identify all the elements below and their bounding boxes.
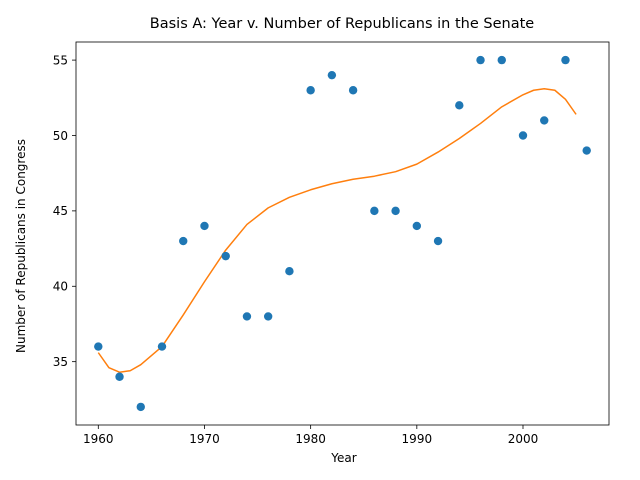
chart-title: Basis A: Year v. Number of Republicans i… xyxy=(150,16,534,32)
x-axis-label: Year xyxy=(330,451,356,465)
y-tick-label: 40 xyxy=(53,280,68,294)
data-point xyxy=(412,221,422,231)
data-point xyxy=(285,266,294,276)
data-point xyxy=(263,312,273,321)
data-point xyxy=(582,146,591,155)
y-axis-label: Number of Republicans in Congress xyxy=(14,139,28,353)
axes: 1960 1970 1980 1990 2000 35 40 45 50 55 xyxy=(53,41,610,446)
data-point xyxy=(391,206,400,216)
y-tick-label: 55 xyxy=(53,53,68,67)
data-point xyxy=(370,206,379,216)
x-tick-label: 2000 xyxy=(508,432,539,446)
data-point xyxy=(497,55,506,65)
y-tick-label: 50 xyxy=(53,129,68,143)
data-point xyxy=(455,101,464,110)
data-point xyxy=(157,342,167,351)
data-point xyxy=(221,251,230,261)
x-tick-label: 1990 xyxy=(402,432,433,446)
data-point xyxy=(348,86,358,95)
data-point xyxy=(136,402,145,412)
data-point xyxy=(476,55,485,65)
y-tick-label: 45 xyxy=(53,204,68,218)
plot-frame xyxy=(75,41,610,426)
data-point xyxy=(179,236,188,246)
data-point xyxy=(433,236,443,246)
fit-curve xyxy=(97,87,577,373)
x-tick-label: 1970 xyxy=(189,432,220,446)
data-point xyxy=(561,55,570,65)
y-tick-label: 35 xyxy=(53,355,68,369)
data-point xyxy=(306,86,315,95)
x-tick-label: 1960 xyxy=(83,432,114,446)
x-tick-label: 1980 xyxy=(295,432,326,446)
data-point xyxy=(242,312,252,321)
data-point xyxy=(540,116,549,125)
data-point xyxy=(327,70,337,80)
data-point xyxy=(115,372,124,381)
data-point xyxy=(94,342,103,351)
data-point xyxy=(518,131,528,140)
plot-area xyxy=(94,55,591,412)
data-point xyxy=(200,221,209,231)
